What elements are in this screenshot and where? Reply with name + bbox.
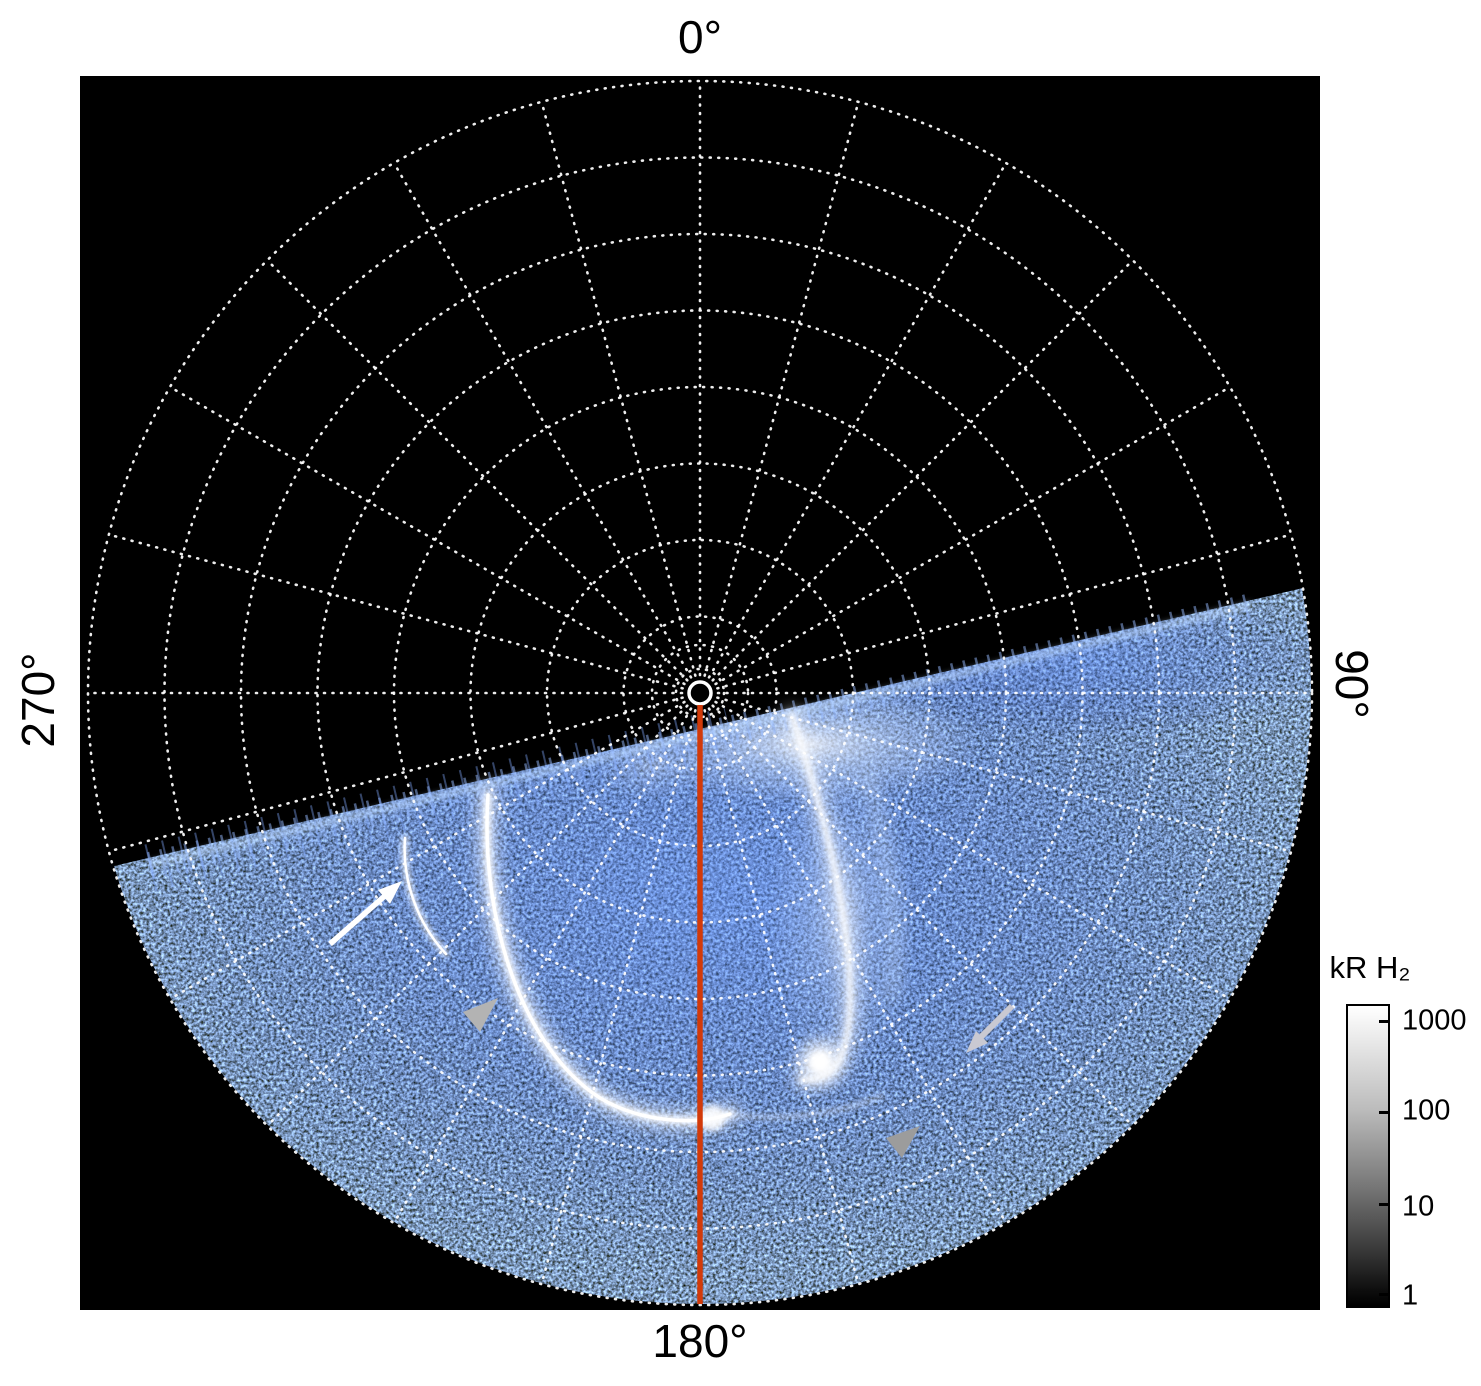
polar-grid-spoke xyxy=(711,258,1135,682)
secondary-arc-core xyxy=(403,836,448,956)
polar-grid-spoke xyxy=(265,704,689,1128)
polar-plot-svg xyxy=(80,76,1320,1310)
auroral-features xyxy=(401,707,899,1131)
gray-arrow-stem xyxy=(976,1003,1015,1042)
polar-grid-spoke xyxy=(392,707,693,1225)
dusk-outer-streak xyxy=(864,772,899,1002)
main-arc-extension xyxy=(727,1093,885,1120)
gray-arrowhead-right xyxy=(886,1126,920,1158)
polar-grid-spoke xyxy=(107,696,684,853)
colorbar-tick-label: 1 xyxy=(1402,1279,1419,1312)
angle-label-0: 0° xyxy=(678,11,722,63)
polar-grid-spoke xyxy=(168,385,686,686)
polar-plot-area xyxy=(80,76,1320,1310)
colorbar-tickmark xyxy=(1379,1020,1388,1023)
polar-grid-spoke xyxy=(716,533,1293,690)
pole-marker xyxy=(687,680,713,706)
gray-arrow-head xyxy=(966,1031,988,1053)
colorbar-tickmark xyxy=(1379,1111,1388,1114)
polar-grid-spoke xyxy=(392,161,693,679)
colorbar-tick-label: 100 xyxy=(1402,1094,1451,1127)
arc-bright-spot xyxy=(699,1105,725,1131)
colorbar-tick-label: 1000 xyxy=(1402,1004,1467,1037)
colorbar-tickmark xyxy=(1379,1293,1388,1296)
white-haze-left xyxy=(590,730,710,802)
white-arrow-head xyxy=(378,881,402,904)
annotation-arrows xyxy=(328,881,1015,1158)
polar-grid-spoke xyxy=(540,100,697,677)
polar-grid-spoke xyxy=(107,533,684,690)
white-arrow-stem xyxy=(328,891,389,947)
polar-grid-spoke xyxy=(716,696,1293,853)
angle-label-90: 90° xyxy=(1326,649,1378,719)
polar-grid-spoke xyxy=(703,100,860,677)
colorbar-title: kR H₂ xyxy=(1329,950,1411,985)
gray-arrowhead-left xyxy=(463,998,498,1032)
polar-grid-spoke xyxy=(540,709,697,1286)
angle-label-270: 270° xyxy=(12,652,64,748)
colorbar-gradient xyxy=(1346,1004,1390,1308)
polar-grid xyxy=(86,79,1314,1307)
polar-grid-spoke xyxy=(703,709,860,1286)
colorbar-tickmark xyxy=(1379,1203,1388,1206)
bright-spot xyxy=(809,1051,831,1073)
polar-grid-spoke xyxy=(714,700,1232,1001)
polar-grid-spoke xyxy=(168,700,686,1001)
colorbar-tick-label: 10 xyxy=(1402,1190,1435,1223)
main-arc-core xyxy=(485,793,732,1123)
polar-grid-ring xyxy=(86,79,1314,1307)
polar-grid-spoke xyxy=(714,385,1232,686)
polar-grid-ring xyxy=(674,667,726,719)
polar-grid-spoke xyxy=(265,258,689,682)
polar-grid-spoke xyxy=(711,704,1135,1128)
polar-grid-spoke xyxy=(707,161,1008,679)
angle-label-180: 180° xyxy=(652,1315,748,1367)
